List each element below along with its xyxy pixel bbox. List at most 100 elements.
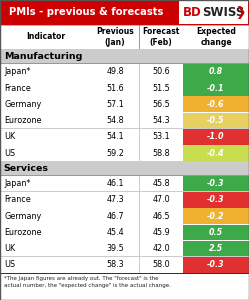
Bar — [139, 257, 140, 273]
Text: UK: UK — [4, 132, 16, 141]
Bar — [139, 224, 140, 241]
Bar — [139, 192, 140, 208]
Text: 45.9: 45.9 — [152, 228, 170, 237]
Text: PMIs - previous & forecasts: PMIs - previous & forecasts — [9, 7, 163, 17]
Text: Eurozone: Eurozone — [4, 116, 42, 125]
Text: 54.8: 54.8 — [106, 116, 124, 125]
Bar — [0, 128, 249, 129]
Text: 59.2: 59.2 — [106, 148, 124, 158]
Bar — [0, 241, 249, 257]
Text: 56.5: 56.5 — [152, 100, 170, 109]
Bar — [183, 176, 249, 191]
Bar — [183, 192, 249, 208]
Text: 58.8: 58.8 — [152, 148, 170, 158]
Bar — [0, 63, 249, 64]
Bar — [183, 145, 249, 161]
Text: *The Japan figures are already out. The "forecast" is the
actual number, the "ex: *The Japan figures are already out. The … — [4, 276, 171, 288]
Text: 49.8: 49.8 — [106, 67, 124, 76]
Text: Expected
change: Expected change — [196, 27, 236, 47]
Bar — [0, 0, 249, 25]
Text: Previous
(Jan): Previous (Jan) — [96, 27, 134, 47]
Text: 46.1: 46.1 — [106, 179, 124, 188]
Bar — [0, 112, 249, 129]
Bar — [0, 49, 249, 64]
Text: 42.0: 42.0 — [152, 244, 170, 253]
Bar — [0, 240, 249, 241]
Text: 0.5: 0.5 — [209, 228, 223, 237]
Text: 58.3: 58.3 — [106, 260, 124, 269]
Bar — [183, 257, 249, 273]
Text: Germany: Germany — [4, 212, 42, 220]
Text: 50.6: 50.6 — [152, 67, 170, 76]
Text: 54.3: 54.3 — [152, 116, 170, 125]
Text: Japan*: Japan* — [4, 179, 31, 188]
Text: Eurozone: Eurozone — [4, 228, 42, 237]
Bar — [183, 97, 249, 112]
Text: BD: BD — [183, 6, 202, 19]
Text: -0.3: -0.3 — [207, 179, 225, 188]
Text: 47.0: 47.0 — [152, 195, 170, 204]
Bar — [139, 80, 140, 96]
Text: UK: UK — [4, 244, 16, 253]
Bar — [139, 64, 140, 80]
Bar — [0, 176, 249, 192]
Text: 46.7: 46.7 — [106, 212, 124, 220]
Text: Services: Services — [4, 164, 49, 173]
Bar — [139, 129, 140, 145]
Text: -0.6: -0.6 — [207, 100, 225, 109]
Bar — [0, 161, 249, 176]
Bar — [0, 273, 249, 300]
Text: Forecast
(Feb): Forecast (Feb) — [142, 27, 180, 47]
Text: 39.5: 39.5 — [106, 244, 124, 253]
Bar — [139, 208, 140, 224]
Bar — [0, 273, 249, 274]
Text: -0.2: -0.2 — [207, 212, 225, 220]
Text: -1.0: -1.0 — [207, 132, 225, 141]
Text: -0.1: -0.1 — [207, 84, 225, 93]
Text: ❯: ❯ — [235, 6, 246, 19]
Text: -0.4: -0.4 — [207, 148, 225, 158]
Text: 2.5: 2.5 — [209, 244, 223, 253]
Text: 51.6: 51.6 — [106, 84, 124, 93]
Bar — [183, 80, 249, 96]
Bar — [0, 25, 249, 49]
Bar — [0, 208, 249, 224]
Text: France: France — [4, 84, 31, 93]
Text: 57.1: 57.1 — [106, 100, 124, 109]
Text: Japan*: Japan* — [4, 67, 31, 76]
Text: 0.8: 0.8 — [209, 67, 223, 76]
Bar — [0, 96, 249, 112]
Text: Indicator: Indicator — [26, 32, 65, 41]
Text: Germany: Germany — [4, 100, 42, 109]
Bar — [183, 241, 249, 256]
Bar — [139, 145, 140, 161]
Bar — [183, 64, 249, 80]
Bar — [0, 145, 249, 161]
Bar — [139, 25, 140, 49]
Text: 51.5: 51.5 — [152, 84, 170, 93]
Bar — [183, 129, 249, 145]
Text: SWISS: SWISS — [202, 6, 244, 19]
Bar — [0, 257, 249, 273]
Bar — [139, 112, 140, 129]
Text: Manufacturing: Manufacturing — [4, 52, 82, 61]
Text: 47.3: 47.3 — [106, 195, 124, 204]
Bar — [183, 208, 249, 224]
Text: 58.0: 58.0 — [152, 260, 170, 269]
Bar — [0, 64, 249, 80]
Bar — [139, 241, 140, 257]
Bar — [139, 96, 140, 112]
Text: 45.8: 45.8 — [152, 179, 170, 188]
Text: -0.3: -0.3 — [207, 260, 225, 269]
Text: US: US — [4, 260, 16, 269]
Bar — [183, 224, 249, 240]
Bar — [0, 175, 249, 176]
Text: 46.5: 46.5 — [152, 212, 170, 220]
Bar — [183, 113, 249, 128]
Bar — [0, 80, 249, 96]
Bar — [139, 176, 140, 192]
Text: 45.4: 45.4 — [106, 228, 124, 237]
Text: US: US — [4, 148, 16, 158]
Text: 53.1: 53.1 — [152, 132, 170, 141]
Text: -0.5: -0.5 — [207, 116, 225, 125]
